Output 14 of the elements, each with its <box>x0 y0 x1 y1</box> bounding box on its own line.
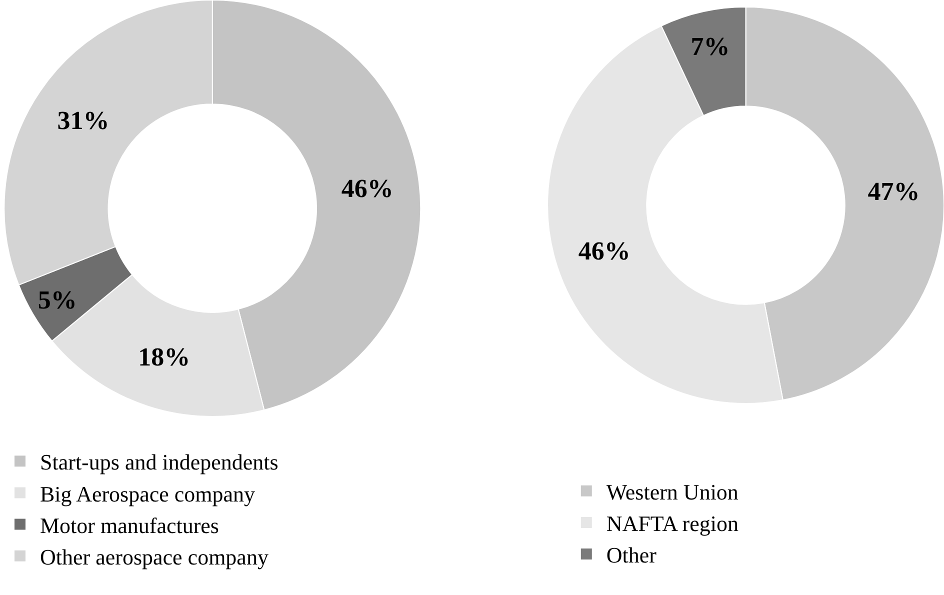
legend-label: Start-ups and independents <box>40 450 278 475</box>
data-label: 5% <box>38 285 77 314</box>
legend-label: NAFTA region <box>606 511 738 536</box>
data-label: 18% <box>138 342 190 372</box>
data-label: 46% <box>341 174 394 204</box>
legend-label: Big Aerospace company <box>40 481 256 506</box>
legend-label: Other aerospace company <box>40 544 268 570</box>
data-label: 7% <box>690 32 730 61</box>
data-label: 31% <box>57 106 110 135</box>
legend-label: Western Union <box>606 479 738 504</box>
legend-label: Motor manufactures <box>40 512 219 538</box>
data-label: 47% <box>868 176 920 206</box>
data-label: 46% <box>578 236 630 266</box>
legend-label: Other <box>606 542 658 568</box>
